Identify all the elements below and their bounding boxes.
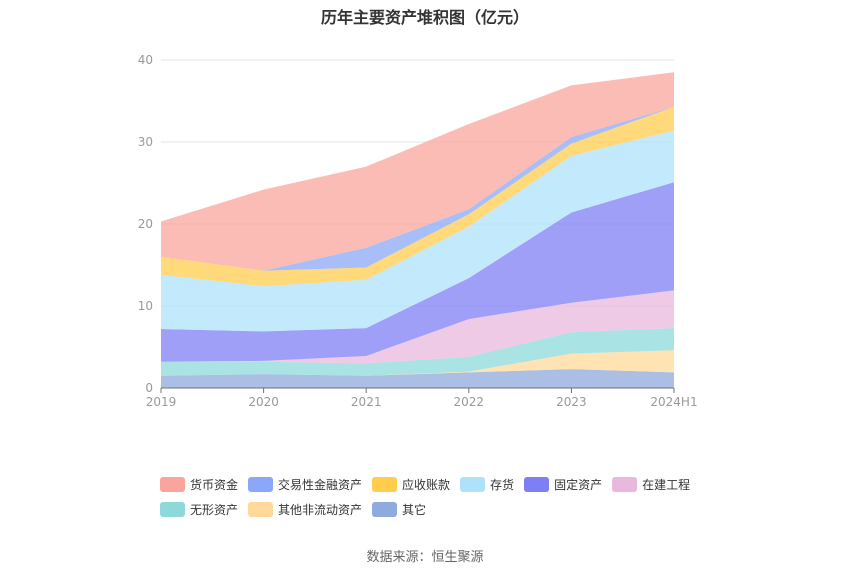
legend-swatch — [160, 502, 185, 517]
legend-swatch — [248, 502, 274, 517]
y-tick-label: 10 — [138, 299, 153, 313]
legend-item[interactable]: 存货 — [460, 476, 514, 493]
y-tick-label: 20 — [138, 217, 153, 231]
y-tick-label: 0 — [145, 381, 153, 395]
legend-swatch — [248, 477, 274, 492]
legend-item[interactable]: 其它 — [372, 501, 426, 518]
area-series-8 — [161, 72, 674, 271]
legend-swatch — [612, 477, 638, 492]
legend-label: 其它 — [402, 503, 427, 517]
chart-title: 历年主要资产堆积图（亿元） — [320, 8, 529, 27]
x-tick-label: 2020 — [248, 395, 279, 409]
legend-item[interactable]: 固定资产 — [524, 476, 602, 493]
legend-label: 货币资金 — [190, 478, 239, 492]
x-tick-label: 2024H1 — [650, 395, 697, 409]
legend-swatch — [524, 477, 550, 492]
legend-label: 其他非流动资产 — [278, 503, 363, 517]
area-series-4 — [161, 182, 674, 362]
legend-swatch — [372, 477, 398, 492]
area-series-1 — [161, 350, 674, 376]
legend-label: 无形资产 — [190, 503, 239, 517]
legend-label: 在建工程 — [642, 478, 691, 492]
legend-label: 交易性金融资产 — [278, 478, 363, 492]
y-tick-label: 30 — [138, 135, 153, 149]
legend: 货币资金 交易性金融资产 应收账款 存货 固定资产 在建工程无形资产 其他非流动资产 其它 — [160, 472, 720, 522]
legend-label: 固定资产 — [554, 478, 603, 492]
legend-swatch — [160, 477, 185, 492]
legend-label: 存货 — [490, 478, 515, 492]
legend-item[interactable]: 在建工程 — [612, 476, 690, 493]
legend-label: 应收账款 — [402, 478, 451, 492]
area-series-2 — [161, 328, 674, 376]
legend-item[interactable]: 交易性金融资产 — [248, 476, 362, 493]
area-series-6 — [161, 106, 674, 287]
x-tick-label: 2019 — [146, 395, 177, 409]
x-tick-label: 2021 — [351, 395, 382, 409]
area-series-7 — [161, 106, 674, 271]
area-series-3 — [161, 290, 674, 364]
data-source: 数据来源：恒生聚源 — [366, 550, 484, 565]
legend-row: 无形资产 其他非流动资产 其它 — [160, 497, 720, 522]
y-tick-label: 40 — [138, 53, 153, 67]
legend-swatch — [460, 477, 486, 492]
legend-swatch — [372, 502, 398, 517]
area-series-5 — [161, 130, 674, 332]
legend-item[interactable]: 货币资金 — [160, 476, 238, 493]
x-tick-label: 2022 — [454, 395, 485, 409]
legend-item[interactable]: 无形资产 — [160, 501, 238, 518]
legend-item[interactable]: 其他非流动资产 — [248, 501, 362, 518]
area-series-0 — [161, 369, 674, 388]
x-tick-label: 2023 — [556, 395, 587, 409]
legend-row: 货币资金 交易性金融资产 应收账款 存货 固定资产 在建工程 — [160, 472, 720, 497]
legend-item[interactable]: 应收账款 — [372, 476, 450, 493]
